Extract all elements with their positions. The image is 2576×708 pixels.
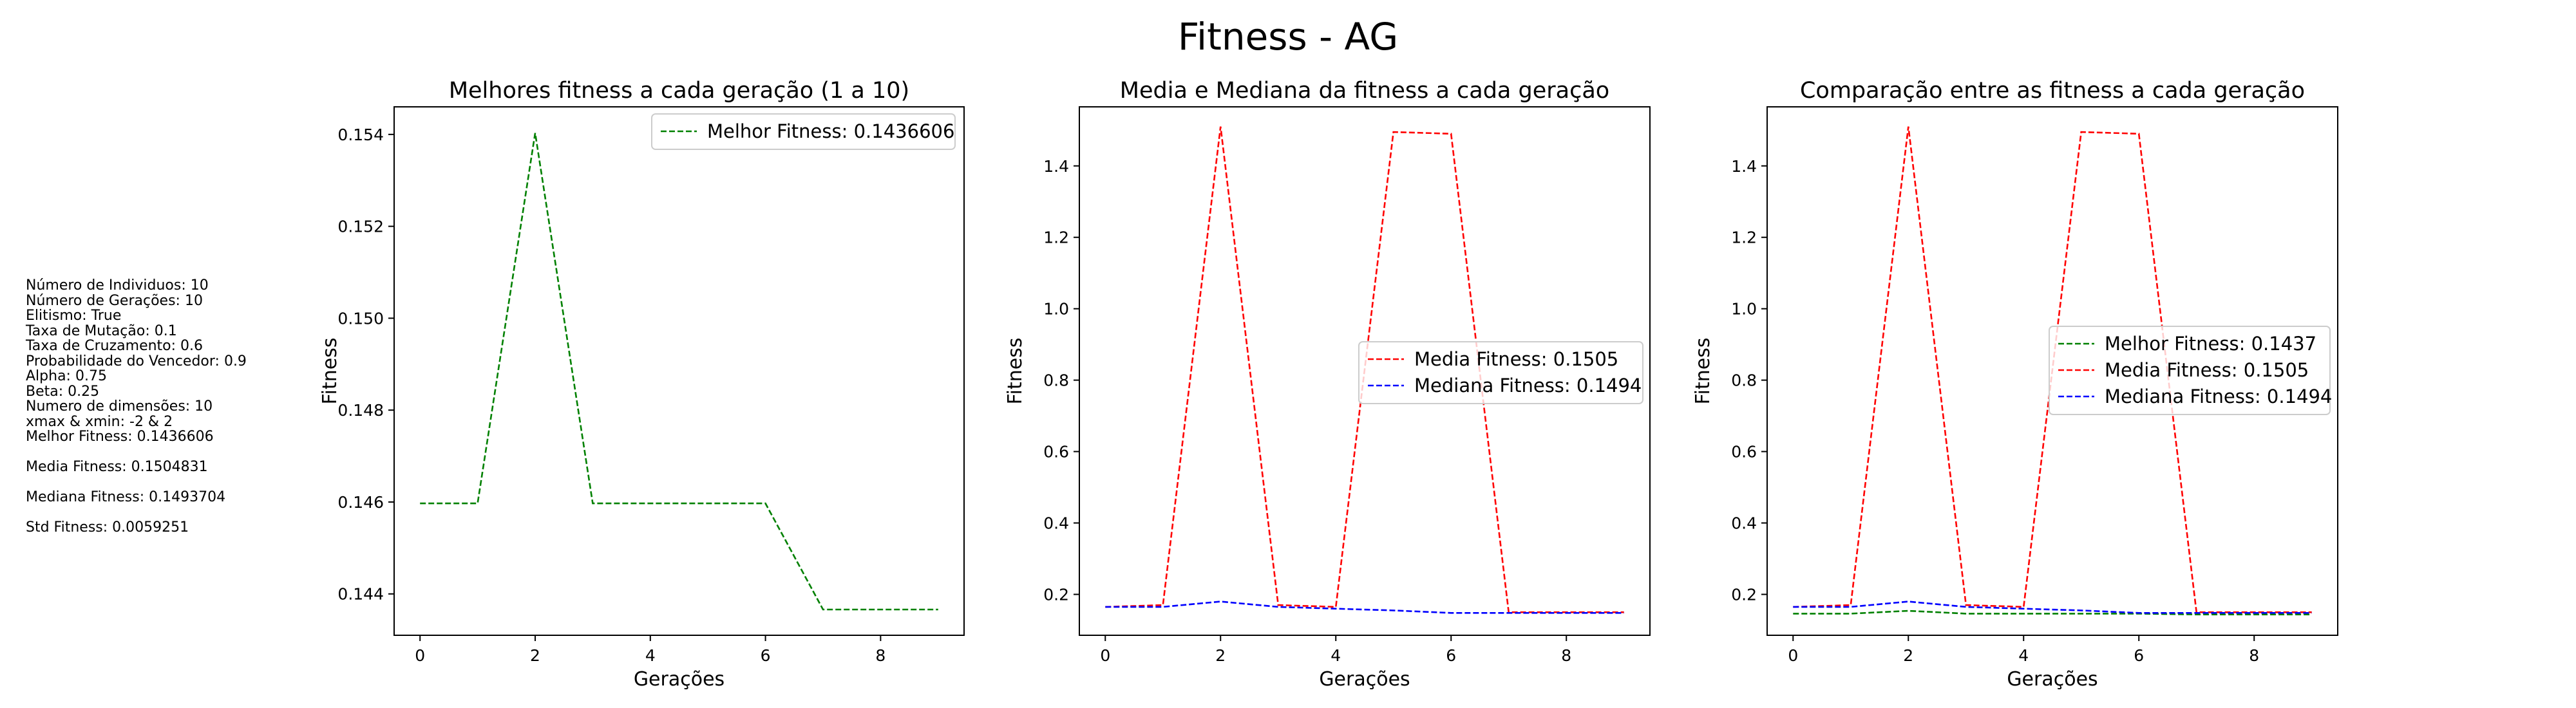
y-tick-label: 0.6 [1731, 443, 1757, 461]
y-tick-label: 0.8 [1043, 371, 1069, 390]
parameters-panel: Número de Individuos: 10 Número de Geraçõ… [26, 278, 247, 536]
y-axis-label: Fitness [1004, 338, 1027, 405]
chart-3: Comparação entre as fitness a cada geraç… [1692, 78, 2338, 691]
chart-title: Media e Mediana da fitness a cada geraçã… [1120, 78, 1609, 104]
legend-box [2049, 326, 2331, 415]
x-tick-label: 0 [415, 646, 425, 665]
parameter-line: Elitismo: True [26, 308, 122, 324]
y-tick-label: 1.4 [1043, 157, 1069, 176]
series-line-1 [420, 133, 938, 611]
x-tick-label: 6 [761, 646, 771, 665]
legend-box [651, 113, 956, 150]
x-tick-label: 2 [530, 646, 540, 665]
x-tick-label: 0 [1788, 646, 1798, 665]
series-line-1 [1793, 610, 2312, 616]
x-tick-label: 6 [1446, 646, 1456, 665]
parameter-line: Media Fitness: 0.1504831 [26, 459, 208, 475]
legend-box [1358, 341, 1643, 404]
x-tick-label: 4 [1331, 646, 1341, 665]
legend: Melhor Fitness: 0.1437 Media Fitness: 0.1… [2049, 326, 2332, 415]
y-tick-label: 1.4 [1731, 157, 1757, 176]
parameter-line: xmax & xmin: -2 & 2 [26, 413, 173, 430]
y-tick-label: 0.154 [337, 126, 384, 144]
chart-title: Comparação entre as fitness a cada geraç… [1800, 78, 2305, 104]
parameter-line: Mediana Fitness: 0.1493704 [26, 489, 226, 505]
x-tick-label: 6 [2134, 646, 2144, 665]
y-tick-label: 0.152 [337, 218, 384, 236]
y-tick-label: 0.2 [1043, 585, 1069, 604]
parameter-line: Alpha: 0.75 [26, 368, 107, 384]
legend-entry: Melhor Fitness: 0.1436606 [707, 120, 954, 142]
figure-title: Fitness - AG [1177, 15, 1399, 59]
chart-1: Melhores fitness a cada geração (1 a 10)… [319, 78, 965, 691]
x-axis-label: Gerações [1319, 668, 1410, 691]
parameter-line: Beta: 0.25 [26, 383, 100, 400]
x-tick-label: 2 [1903, 646, 1913, 665]
x-tick-label: 4 [645, 646, 656, 665]
legend-entry: Melhor Fitness: 0.1437 [2105, 333, 2316, 355]
x-tick-label: 0 [1100, 646, 1110, 665]
y-tick-label: 0.2 [1731, 585, 1757, 604]
parameter-line: Melhor Fitness: 0.1436606 [26, 429, 214, 445]
y-tick-label: 0.4 [1043, 514, 1069, 533]
y-tick-label: 1.2 [1043, 228, 1069, 247]
series-line-3 [1793, 601, 2312, 614]
y-tick-label: 0.8 [1731, 371, 1757, 390]
legend-entry: Mediana Fitness: 0.1494 [1414, 375, 1642, 396]
x-tick-label: 4 [2018, 646, 2029, 665]
x-axis-label: Gerações [634, 668, 724, 691]
legend: Media Fitness: 0.1505 Mediana Fitness: 0.… [1358, 341, 1643, 404]
y-tick-label: 0.4 [1731, 514, 1757, 533]
parameter-line: Std Fitness: 0.0059251 [26, 519, 189, 536]
parameter-line: Taxa de Mutação: 0.1 [26, 322, 177, 339]
x-axis-label: Gerações [2007, 668, 2098, 691]
x-tick-label: 8 [2249, 646, 2259, 665]
y-tick-label: 0.146 [337, 493, 384, 512]
y-tick-label: 1.0 [1043, 300, 1069, 319]
y-tick-label: 0.6 [1043, 443, 1069, 461]
y-tick-label: 1.0 [1731, 300, 1757, 319]
parameter-line: Numero de dimensões: 10 [26, 398, 213, 415]
chart-title: Melhores fitness a cada geração (1 a 10) [449, 78, 909, 104]
legend-entry: Mediana Fitness: 0.1494 [2105, 386, 2332, 407]
x-tick-label: 8 [1561, 646, 1571, 665]
x-tick-label: 2 [1215, 646, 1226, 665]
axes-frame [393, 106, 965, 636]
legend-entry: Media Fitness: 0.1505 [1414, 348, 1618, 370]
parameter-line: Número de Gerações: 10 [26, 292, 203, 309]
parameter-line: Número de Individuos: 10 [26, 277, 209, 293]
legend: Melhor Fitness: 0.1436606 [651, 113, 956, 150]
parameter-line: Taxa de Cruzamento: 0.6 [26, 338, 204, 354]
y-tick-label: 1.2 [1731, 228, 1757, 247]
y-tick-label: 0.148 [337, 401, 384, 420]
axes-frame [1079, 106, 1651, 636]
x-tick-label: 8 [875, 646, 886, 665]
y-tick-label: 0.144 [337, 585, 384, 604]
chart-2: Media e Mediana da fitness a cada geraçã… [1004, 78, 1651, 691]
y-axis-label: Fitness [319, 338, 341, 405]
series-line-2 [1105, 601, 1624, 614]
axes-frame [1766, 106, 2338, 636]
y-axis-label: Fitness [1692, 338, 1714, 405]
y-tick-label: 0.150 [337, 309, 384, 328]
legend-entry: Media Fitness: 0.1505 [2105, 359, 2309, 381]
parameter-line: Probabilidade do Vencedor: 0.9 [26, 353, 247, 369]
